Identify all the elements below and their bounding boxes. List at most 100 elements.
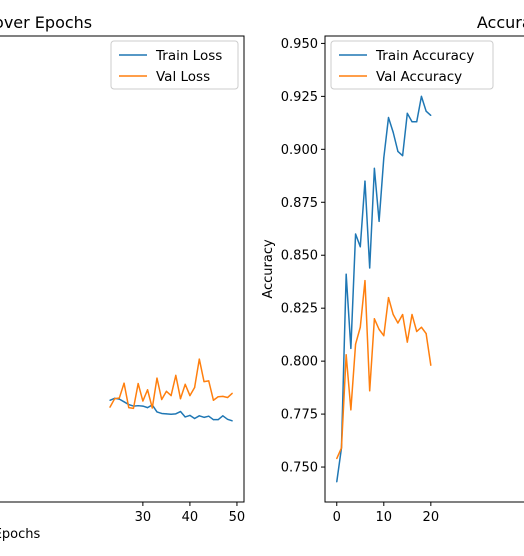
data-point [364, 280, 366, 282]
data-point [222, 415, 224, 417]
legend-label: Val Accuracy [376, 69, 462, 85]
data-point [175, 413, 177, 415]
data-point [387, 116, 390, 119]
data-point [359, 326, 361, 328]
data-point [350, 347, 352, 350]
data-point [226, 418, 229, 420]
data-point [184, 383, 186, 385]
data-point [212, 419, 215, 421]
loss-x-axis-label: Epochs [0, 527, 41, 542]
data-point [416, 121, 418, 123]
data-point [203, 416, 205, 418]
data-point [118, 397, 120, 399]
data-point [203, 381, 205, 383]
data-point [420, 326, 423, 328]
loss-plot-frame [0, 35, 245, 503]
data-point [217, 419, 219, 421]
data-point [179, 410, 182, 413]
data-point [383, 335, 385, 337]
accuracy-chart: Accuracy over Epochs 0 10 20 0.750 0.775 0.8… [261, 13, 524, 525]
data-point [189, 414, 191, 416]
y-tick-label: 0.950 [281, 37, 318, 52]
data-point [430, 114, 432, 117]
data-point [128, 407, 130, 409]
data-point [378, 328, 380, 330]
data-point [373, 318, 375, 320]
data-point [222, 395, 224, 397]
data-point [345, 273, 347, 275]
data-point [378, 220, 380, 222]
data-point [383, 157, 385, 159]
accuracy-plot-area [336, 95, 432, 483]
data-point [425, 110, 427, 112]
data-point [345, 354, 347, 356]
data-point [406, 112, 408, 114]
data-point [369, 267, 371, 269]
data-point [170, 395, 172, 397]
data-point [420, 95, 423, 97]
x-tick-label: 0 [333, 510, 341, 525]
data-point [425, 333, 427, 335]
data-point [397, 150, 399, 153]
data-point [350, 409, 352, 411]
data-point [146, 389, 149, 391]
legend-box [110, 40, 239, 90]
data-point [161, 398, 163, 401]
y-tick-label: 0.775 [281, 408, 318, 423]
data-point [397, 322, 399, 324]
data-point [402, 313, 404, 316]
x-tick-label: 30 [135, 510, 152, 525]
data-point [430, 364, 432, 366]
accuracy-y-ticks: 0.750 0.775 0.800 0.825 0.850 0.875 0.900 0.925… [281, 37, 325, 476]
data-point [373, 167, 375, 169]
data-point [340, 447, 343, 449]
legend-label: Train Accuracy [375, 48, 474, 64]
accuracy-x-ticks: 0 10 20 [333, 502, 439, 525]
data-point [142, 400, 144, 402]
data-point [165, 390, 167, 392]
data-point [354, 233, 357, 235]
data-point [156, 411, 158, 413]
legend-label: Val Loss [156, 69, 210, 85]
data-point [142, 405, 144, 407]
data-point [387, 297, 390, 299]
data-point [156, 377, 158, 379]
data-point [184, 416, 186, 418]
data-point [406, 341, 408, 343]
legend-box [330, 40, 494, 90]
series-line-val-accuracy [336, 279, 432, 459]
data-point [411, 313, 413, 316]
data-point [118, 398, 120, 400]
accuracy-y-axis-label: Accuracy [261, 239, 276, 299]
data-point [411, 121, 413, 123]
data-point [359, 246, 361, 248]
data-point [217, 396, 219, 398]
legend-label: Train Loss [155, 48, 222, 64]
data-point [109, 399, 111, 401]
data-point [336, 457, 338, 460]
data-point [336, 481, 338, 483]
loss-chart: Loss over Epochs 30 40 50 Epochs Train Los… [0, 13, 245, 542]
series-line-val-loss [109, 358, 233, 410]
series-line-train-accuracy [336, 95, 432, 482]
data-point [416, 330, 418, 333]
data-point [402, 155, 404, 157]
data-point [194, 417, 196, 420]
data-point [161, 412, 163, 415]
data-point [198, 358, 200, 360]
accuracy-plot-frame [324, 35, 524, 503]
x-tick-label: 10 [376, 510, 393, 525]
data-point [364, 180, 366, 182]
data-point [369, 390, 371, 392]
y-tick-label: 0.875 [281, 196, 318, 211]
data-point [123, 401, 125, 403]
x-tick-label: 20 [423, 510, 440, 525]
x-tick-label: 40 [182, 510, 199, 525]
y-tick-label: 0.925 [281, 90, 318, 105]
data-point [231, 392, 233, 394]
y-tick-label: 0.800 [281, 355, 318, 370]
data-point [198, 415, 200, 417]
loss-chart-title: Loss over Epochs [0, 13, 92, 32]
data-point [189, 395, 191, 397]
data-point [392, 131, 394, 133]
